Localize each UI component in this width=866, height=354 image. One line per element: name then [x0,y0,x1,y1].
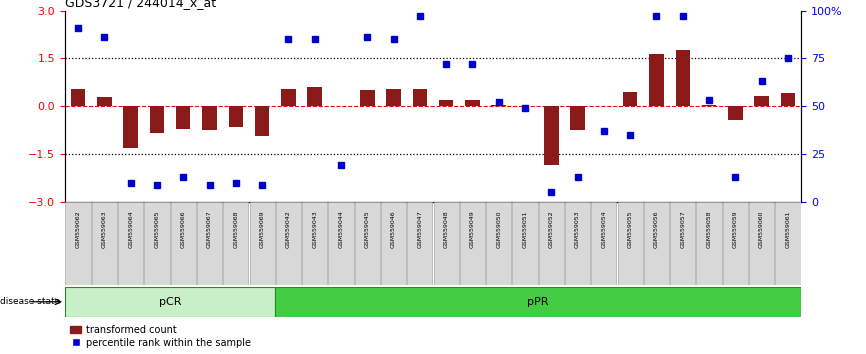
Text: GSM559050: GSM559050 [496,210,501,247]
Bar [571,106,585,130]
Bar [307,87,322,106]
Text: GSM559044: GSM559044 [339,210,344,248]
Bar [97,97,112,106]
Bar [176,106,191,129]
Text: GSM559048: GSM559048 [443,210,449,248]
Text: GDS3721 / 244014_x_at: GDS3721 / 244014_x_at [65,0,216,10]
Bar [412,88,427,106]
Text: GSM559056: GSM559056 [654,210,659,247]
Bar [203,106,216,130]
Text: GSM559063: GSM559063 [102,210,107,248]
Bar [281,88,295,106]
Bar [124,106,138,148]
Bar [439,100,454,106]
Bar [544,106,559,165]
FancyBboxPatch shape [643,202,669,285]
FancyBboxPatch shape [355,202,380,285]
Bar [71,88,86,106]
FancyBboxPatch shape [118,202,143,285]
FancyBboxPatch shape [328,202,353,285]
Text: GSM559068: GSM559068 [233,210,238,247]
Text: GSM559053: GSM559053 [575,210,580,248]
Bar [701,105,716,106]
Text: GSM559067: GSM559067 [207,210,212,248]
FancyBboxPatch shape [275,287,801,317]
Text: GSM559049: GSM559049 [470,210,475,248]
Bar [780,93,795,106]
Text: GSM559064: GSM559064 [128,210,133,248]
Text: GSM559058: GSM559058 [707,210,712,247]
Bar [623,92,637,106]
FancyBboxPatch shape [486,202,511,285]
FancyBboxPatch shape [275,202,301,285]
Bar [675,50,690,106]
Bar [386,88,401,106]
FancyBboxPatch shape [565,202,591,285]
Bar [650,53,663,106]
FancyBboxPatch shape [145,202,170,285]
FancyBboxPatch shape [92,202,117,285]
FancyBboxPatch shape [171,202,196,285]
Bar [229,106,243,127]
Legend: transformed count, percentile rank within the sample: transformed count, percentile rank withi… [70,325,251,348]
Text: pPR: pPR [527,297,549,307]
FancyBboxPatch shape [434,202,459,285]
Bar [492,105,506,106]
Bar [360,90,374,106]
FancyBboxPatch shape [249,202,275,285]
FancyBboxPatch shape [197,202,223,285]
Text: GSM559052: GSM559052 [549,210,553,248]
Text: GSM559062: GSM559062 [75,210,81,248]
FancyBboxPatch shape [65,287,275,317]
FancyBboxPatch shape [696,202,721,285]
FancyBboxPatch shape [302,202,327,285]
Text: GSM559057: GSM559057 [681,210,685,248]
FancyBboxPatch shape [670,202,695,285]
Text: disease state: disease state [0,297,61,306]
FancyBboxPatch shape [513,202,538,285]
FancyBboxPatch shape [381,202,406,285]
Text: GSM559059: GSM559059 [733,210,738,248]
FancyBboxPatch shape [223,202,249,285]
FancyBboxPatch shape [539,202,564,285]
Text: GSM559045: GSM559045 [365,210,370,248]
Text: GSM559061: GSM559061 [785,210,791,247]
Bar [754,96,769,106]
Bar [728,106,742,120]
FancyBboxPatch shape [775,202,800,285]
FancyBboxPatch shape [749,202,774,285]
Text: GSM559047: GSM559047 [417,210,423,248]
Text: GSM559043: GSM559043 [313,210,317,248]
Text: GSM559042: GSM559042 [286,210,291,248]
Bar [465,100,480,106]
Text: GSM559066: GSM559066 [181,210,185,247]
FancyBboxPatch shape [460,202,485,285]
FancyBboxPatch shape [66,202,91,285]
Text: GSM559065: GSM559065 [154,210,159,247]
Bar [255,106,269,136]
Text: GSM559055: GSM559055 [628,210,633,247]
Text: GSM559054: GSM559054 [601,210,606,248]
FancyBboxPatch shape [591,202,617,285]
Text: GSM559051: GSM559051 [522,210,527,247]
Bar [150,106,165,133]
Text: GSM559069: GSM559069 [260,210,265,248]
Text: GSM559060: GSM559060 [759,210,764,247]
FancyBboxPatch shape [617,202,643,285]
FancyBboxPatch shape [407,202,432,285]
FancyBboxPatch shape [723,202,748,285]
Text: GSM559046: GSM559046 [391,210,396,248]
Text: pCR: pCR [158,297,181,307]
